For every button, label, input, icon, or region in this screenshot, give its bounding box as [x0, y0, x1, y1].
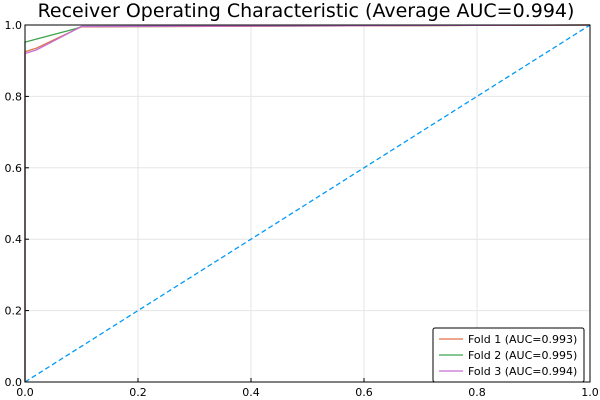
chance-diagonal-line [24, 24, 591, 383]
legend-label: Fold 1 (AUC=0.993) [468, 333, 577, 346]
legend-label: Fold 3 (AUC=0.994) [468, 365, 577, 378]
legend-label: Fold 2 (AUC=0.995) [468, 349, 577, 362]
x-tick-label: 0.0 [16, 386, 34, 399]
chart-title: Receiver Operating Characteristic (Avera… [38, 0, 575, 22]
y-tick-label: 0.2 [5, 305, 23, 318]
x-tick-label: 0.6 [355, 386, 373, 399]
tick-labels: 0.0 0.2 0.4 0.6 0.8 1.0 0.0 0.2 0.4 0.6 0.8 1.0 [5, 19, 599, 399]
y-tick-label: 0.8 [5, 90, 23, 103]
legend: Fold 1 (AUC=0.993) Fold 2 (AUC=0.995) Fold… [432, 327, 585, 383]
x-tick-label: 0.4 [242, 386, 260, 399]
plot-frame [24, 24, 591, 383]
x-tick-label: 1.0 [581, 386, 599, 399]
x-tick-label: 0.8 [468, 386, 486, 399]
legend-box [432, 327, 585, 383]
x-tick-label: 0.2 [129, 386, 147, 399]
y-tick-label: 0.4 [5, 233, 23, 246]
y-tick-label: 1.0 [5, 19, 23, 32]
y-tick-label: 0.6 [5, 162, 23, 175]
y-tick-label: 0.0 [5, 376, 23, 389]
